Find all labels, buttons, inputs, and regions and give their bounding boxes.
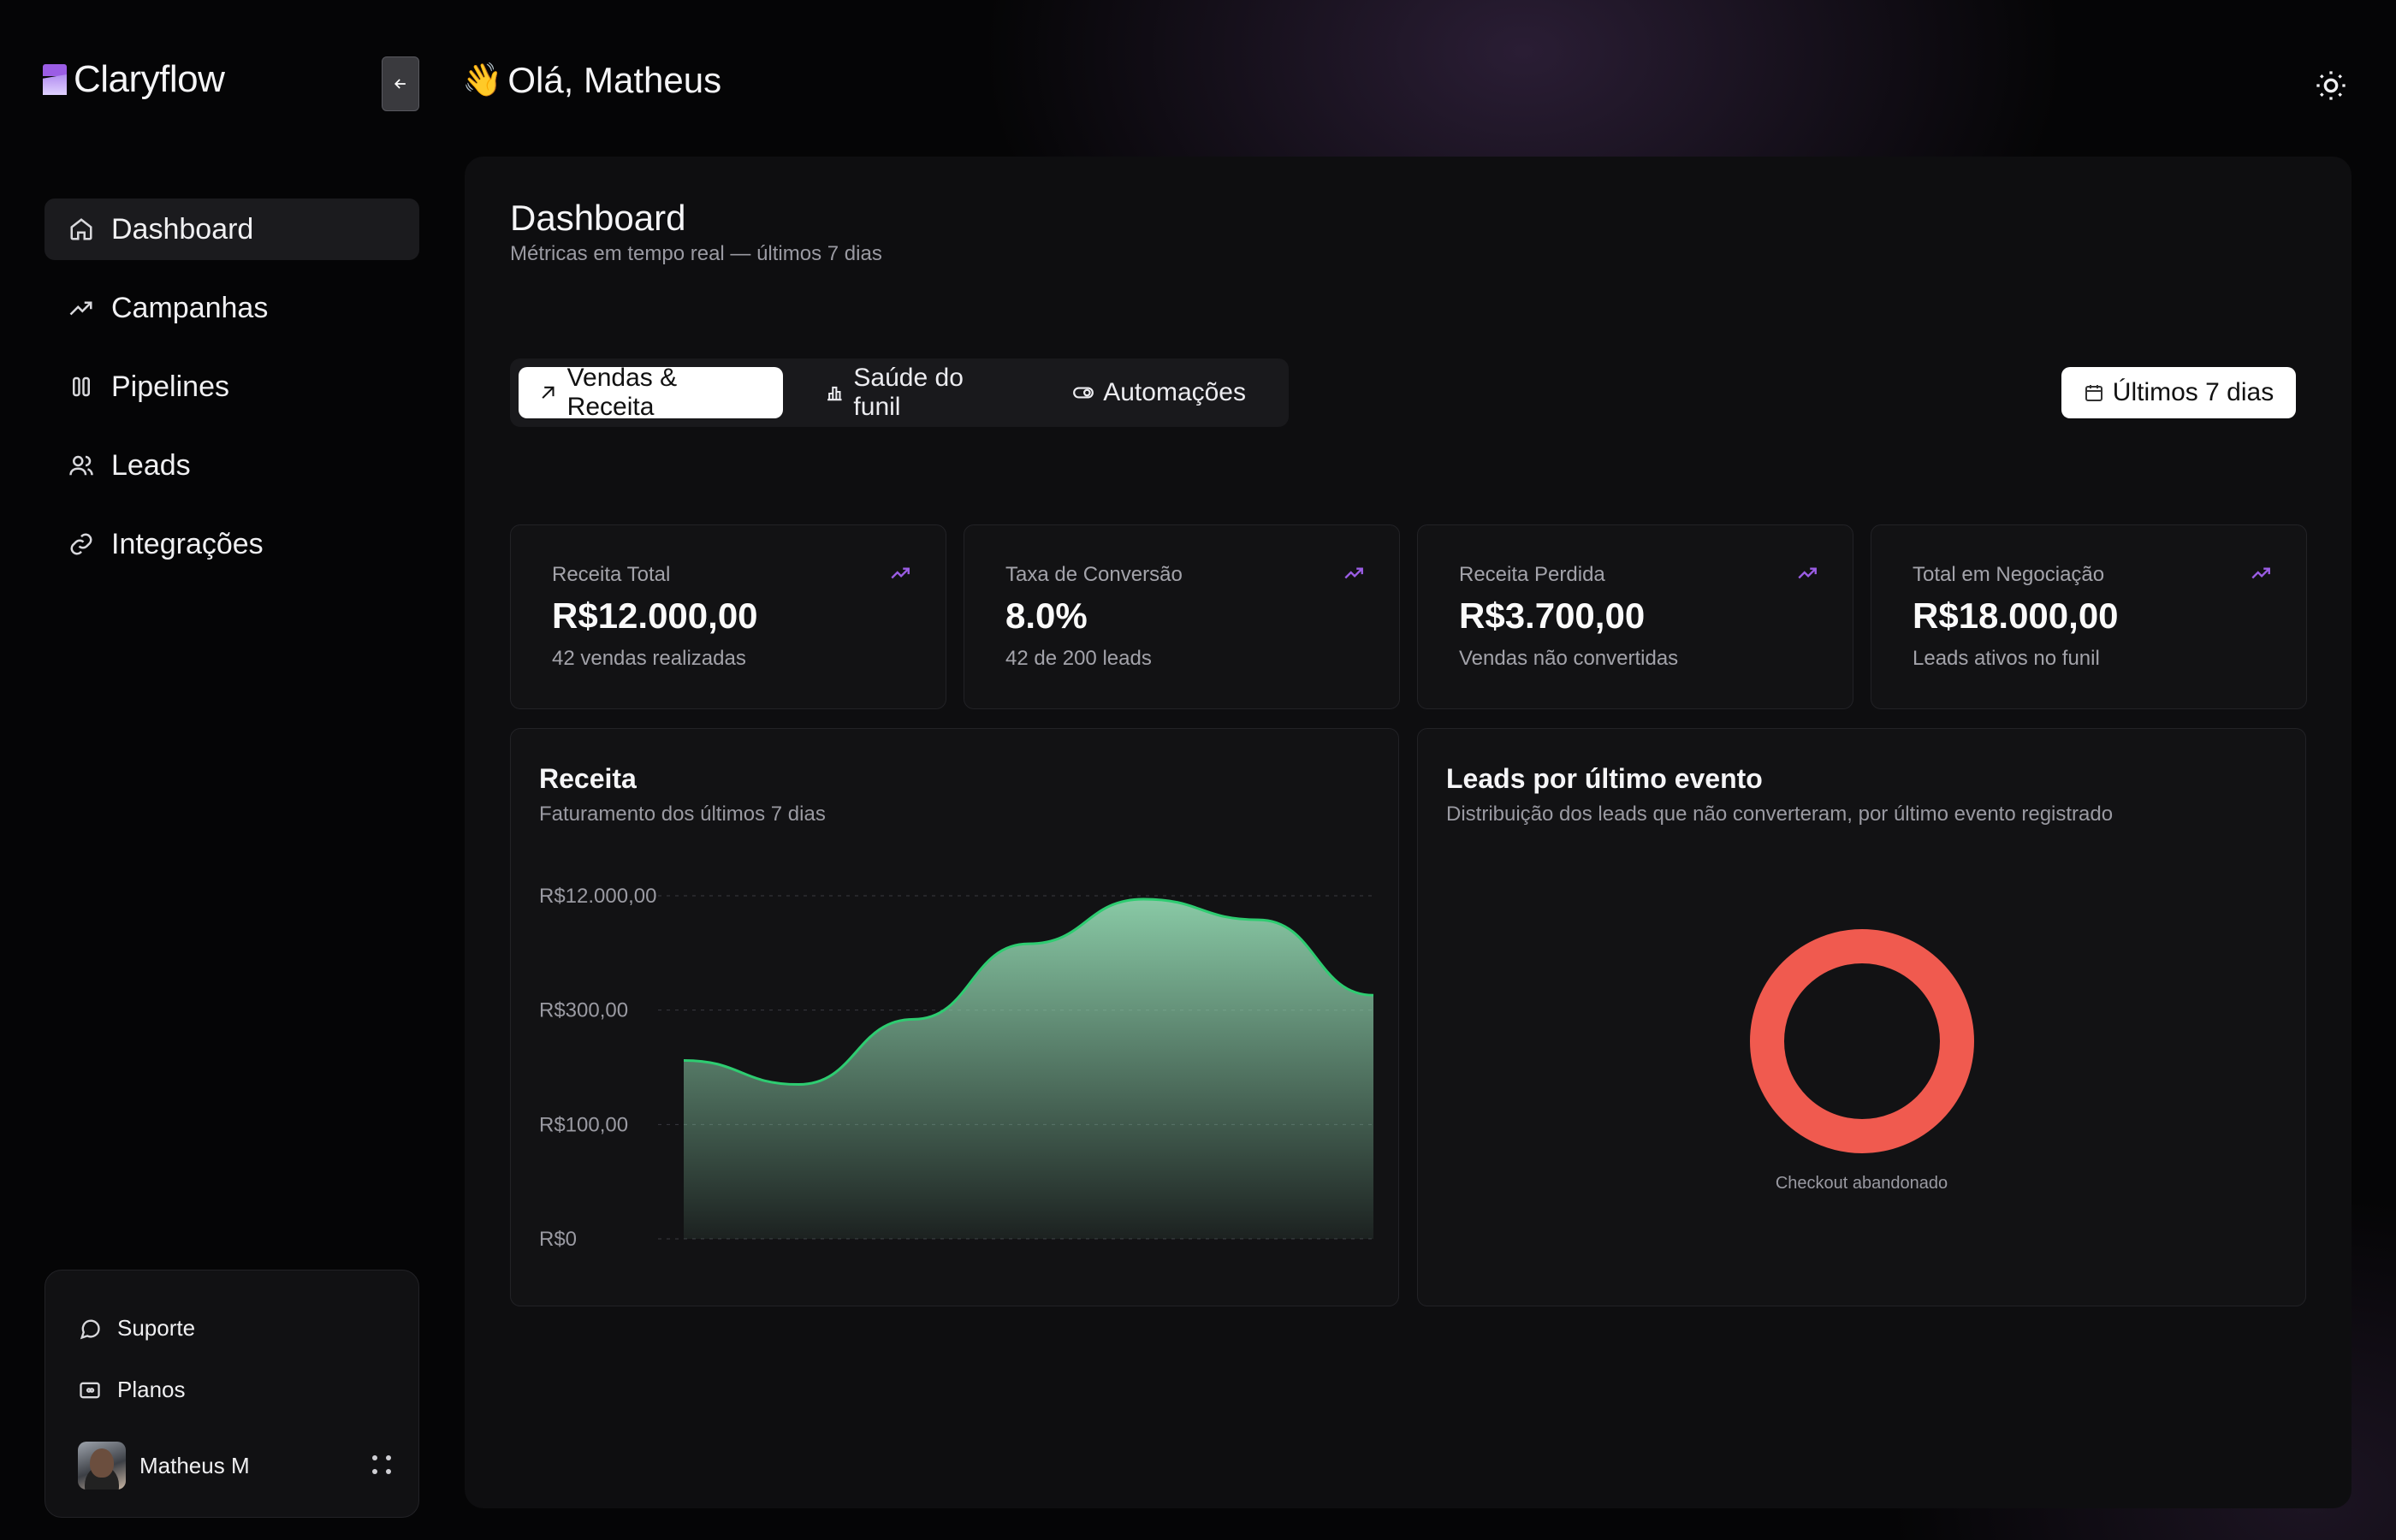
user-profile[interactable]: Matheus M [78,1442,393,1490]
revenue-area [684,899,1373,1239]
tab-label: Automações [1103,378,1246,406]
columns-icon [73,376,90,397]
kpi-card-receita-perdida: Receita Perdida R$3.700,00 Vendas não co… [1417,524,1853,709]
kpi-card-total-negociacao: Total em Negociação R$18.000,00 Leads at… [1871,524,2307,709]
revenue-area-chart: R$0 R$100,00 R$300,00 R$12.000,00 [539,885,1374,1251]
claryflow-logo-icon [43,64,67,95]
leads-donut-chart [1750,929,1974,1153]
kpi-subtext: 42 vendas realizadas [552,647,746,670]
link-icon [70,533,92,555]
kpi-subtext: Vendas não convertidas [1459,647,1679,670]
kpi-subtext: 42 de 200 leads [1005,647,1152,670]
y-tick-label: R$300,00 [539,999,628,1022]
sidebar-item-label: Integrações [111,527,264,560]
arrow-left-icon [394,79,406,89]
kpi-label: Total em Negociação [1913,563,2105,586]
donut-slice[interactable] [1750,929,1974,1153]
chat-bubble-icon [80,1319,100,1339]
sidebar-item-integracoes[interactable]: Integrações [44,513,419,575]
page-title: Dashboard [510,198,686,238]
waving-hand-icon: 👋 [462,62,503,98]
trending-up-icon [2251,567,2270,579]
kpi-value: R$3.700,00 [1459,595,1646,636]
kpi-label: Receita Perdida [1459,563,1605,586]
sidebar-item-label: Campanhas [111,291,269,324]
y-tick-label: R$100,00 [539,1113,628,1136]
date-range-label: Últimos 7 dias [2112,378,2274,406]
revenue-line [683,897,1374,1087]
kpi-card-receita-total: Receita Total R$12.000,00 42 vendas real… [510,524,946,709]
revenue-chart-card: Receita Faturamento dos últimos 7 dias R… [510,728,1399,1306]
trending-up-icon [1344,567,1363,579]
sidebar-nav: Dashboard Campanhas Pipelines Leads Inte… [44,198,419,592]
support-label: Suporte [117,1315,196,1341]
kpi-value: 8.0% [1005,595,1088,636]
trending-up-icon [1798,567,1817,579]
arrow-up-right-icon [542,386,555,399]
avatar [78,1442,126,1490]
date-range-button[interactable]: Últimos 7 dias [2061,367,2296,418]
tab-vendas-receita[interactable]: Vendas & Receita [519,364,783,421]
plans-link[interactable]: Planos [78,1377,186,1403]
user-menu-dots-icon[interactable] [372,1455,393,1476]
bar-chart-icon [827,386,842,401]
kpi-card-taxa-conversao: Taxa de Conversão 8.0% 42 de 200 leads [964,524,1400,709]
brand-name: Claryflow [74,58,225,100]
sun-icon[interactable] [2314,68,2348,103]
kpi-subtext: Leads ativos no funil [1913,647,2100,670]
card-subtitle: Distribuição dos leads que não converter… [1446,803,2114,826]
sidebar-item-label: Leads [111,448,191,482]
donut-slice-label: Checkout abandonado [1775,1174,1948,1193]
sidebar-item-campanhas[interactable]: Campanhas [44,277,419,339]
brand-logo[interactable]: Claryflow [43,58,225,101]
users-icon [69,455,93,476]
greeting-text: Olá, Matheus [507,60,722,100]
sidebar-item-label: Dashboard [111,212,254,246]
kpi-label: Taxa de Conversão [1005,563,1183,586]
kpi-row: Receita Total R$12.000,00 42 vendas real… [510,524,2307,709]
user-name: Matheus M [139,1452,250,1478]
tab-label: Saúde do funil [853,364,964,421]
toggle-icon [1073,387,1094,399]
home-icon [70,218,92,240]
kpi-value: R$18.000,00 [1913,595,2119,636]
tab-saude-funil[interactable]: Saúde do funil [804,364,1029,421]
sidebar-footer: Suporte Planos Matheus M [44,1270,419,1518]
calendar-icon [2085,385,2102,401]
card-title: Receita [539,763,637,794]
trending-up-icon [69,301,92,316]
sidebar-item-leads[interactable]: Leads [44,435,419,496]
main-panel: Dashboard Métricas em tempo real — últim… [465,157,2352,1508]
collapse-sidebar-button[interactable] [382,56,419,111]
sidebar-item-dashboard[interactable]: Dashboard [44,198,419,260]
card-title: Leads por último evento [1446,763,1763,794]
trending-up-icon [891,567,910,579]
leads-event-card: Leads por último evento Distribuição dos… [1417,728,2306,1306]
y-tick-label: R$0 [539,1228,577,1251]
card-subtitle: Faturamento dos últimos 7 dias [539,803,826,826]
tab-label: Vendas & Receita [566,364,678,421]
kpi-value: R$12.000,00 [552,595,758,636]
greeting: 👋 Olá, Matheus [462,60,721,101]
sidebar-item-label: Pipelines [111,370,229,403]
sidebar-item-pipelines[interactable]: Pipelines [44,356,419,418]
support-link[interactable]: Suporte [78,1315,195,1342]
tab-bar: Vendas & Receita Saúde do funil Automaçõ… [510,358,1289,427]
tab-automacoes[interactable]: Automações [1052,367,1266,418]
kpi-label: Receita Total [552,563,671,586]
credit-card-icon [80,1382,100,1398]
plans-label: Planos [117,1377,186,1402]
y-tick-label: R$12.000,00 [539,885,656,908]
page-subtitle: Métricas em tempo real — últimos 7 dias [510,242,882,265]
